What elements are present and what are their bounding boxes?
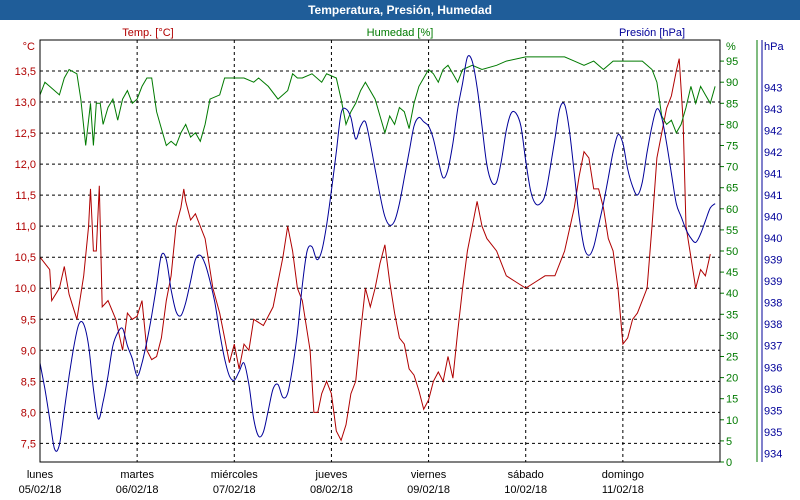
- chart-canvas: °C Temp. [°C] Humedad [%] Presión [hPa] …: [15, 27, 785, 496]
- humidity-tick-label: 20: [726, 373, 738, 385]
- x-tick-date: 11/02/18: [602, 484, 644, 496]
- humidity-tick-label: 15: [726, 394, 738, 406]
- temp-tick-label: 9,5: [21, 314, 36, 326]
- humidity-unit-label: %: [726, 41, 736, 53]
- pressure-tick-label: 942: [764, 147, 782, 159]
- humidity-tick-label: 75: [726, 141, 738, 153]
- humidity-tick-label: 10: [726, 415, 738, 427]
- x-tick-date: 07/02/18: [213, 484, 256, 496]
- humidity-tick-label: 95: [726, 56, 738, 68]
- humidity-line: [39, 56, 716, 147]
- pressure-line: [39, 55, 716, 452]
- humidity-tick-label: 30: [726, 330, 738, 342]
- pressure-tick-label: 937: [764, 341, 782, 353]
- humidity-tick-label: 65: [726, 183, 738, 195]
- temp-tick-label: 10,5: [15, 252, 36, 264]
- x-tick-date: 08/02/18: [310, 484, 353, 496]
- pressure-tick-label: 941: [764, 168, 782, 180]
- pressure-tick-label: 936: [764, 362, 782, 374]
- humidity-tick-label: 80: [726, 119, 738, 131]
- temp-tick-label: 9,0: [21, 345, 36, 357]
- temp-tick-label: 10,0: [15, 283, 36, 295]
- pressure-tick-label: 942: [764, 125, 782, 137]
- temperature-line: [39, 58, 711, 442]
- humidity-tick-label: 45: [726, 267, 738, 279]
- x-tick-date: 09/02/18: [407, 484, 450, 496]
- humidity-tick-label: 60: [726, 204, 738, 216]
- humidity-tick-label: 55: [726, 225, 738, 237]
- temp-tick-label: 7,5: [21, 438, 36, 450]
- pressure-tick-label: 939: [764, 276, 782, 288]
- pressure-tick-label: 943: [764, 104, 782, 116]
- temp-tick-label: 13,5: [15, 66, 36, 78]
- humidity-tick-label: 35: [726, 309, 738, 321]
- temp-tick-label: 8,0: [21, 407, 36, 419]
- pressure-axis-label: Presión [hPa]: [619, 27, 685, 39]
- humidity-axis-label: Humedad [%]: [367, 27, 434, 39]
- x-tick-day: sábado: [508, 469, 544, 481]
- temp-tick-label: 11,5: [15, 190, 36, 202]
- pressure-unit-label: hPa: [764, 41, 784, 53]
- pressure-tick-label: 934: [764, 448, 782, 460]
- temp-tick-label: 12,5: [15, 128, 36, 140]
- x-tick-date: 06/02/18: [116, 484, 159, 496]
- humidity-tick-label: 90: [726, 77, 738, 89]
- x-tick-day: domingo: [602, 469, 644, 481]
- chart-title: Temperatura, Presión, Humedad: [0, 0, 800, 20]
- temp-tick-label: 12,0: [15, 159, 36, 171]
- tick-labels: 7,5 8,0 8,5 9,0 9,5 10,0 10,5 11,0 11,5 12,0 12,5 1…: [15, 40, 782, 496]
- humidity-tick-label: 5: [726, 436, 732, 448]
- pressure-tick-label: 940: [764, 212, 782, 224]
- pressure-tick-label: 941: [764, 190, 782, 202]
- x-tick-day: lunes: [27, 469, 54, 481]
- temp-unit-label: °C: [23, 41, 35, 53]
- temp-tick-label: 8,5: [21, 376, 36, 388]
- temp-tick-label: 11,0: [15, 221, 36, 233]
- pressure-tick-label: 935: [764, 405, 782, 417]
- plot-frame: [39, 39, 721, 463]
- temp-tick-label: 13,0: [15, 97, 36, 109]
- x-tick-date: 10/02/18: [504, 484, 547, 496]
- humidity-tick-label: 70: [726, 162, 738, 174]
- temp-axis-label: Temp. [°C]: [122, 27, 173, 39]
- pressure-tick-label: 939: [764, 255, 782, 267]
- x-tick-day: martes: [120, 469, 154, 481]
- pressure-tick-label: 935: [764, 427, 782, 439]
- pressure-tick-label: 940: [764, 233, 782, 245]
- grid: [40, 40, 720, 462]
- humidity-tick-label: 85: [726, 98, 738, 110]
- humidity-tick-label: 50: [726, 246, 738, 258]
- pressure-tick-label: 938: [764, 319, 782, 331]
- humidity-tick-label: 0: [726, 457, 732, 469]
- axis-labels: °C Temp. [°C] Humedad [%] Presión [hPa] …: [23, 27, 785, 53]
- humidity-tick-label: 25: [726, 352, 738, 364]
- pressure-tick-label: 938: [764, 298, 782, 310]
- pressure-tick-label: 936: [764, 384, 782, 396]
- humidity-tick-label: 40: [726, 288, 738, 300]
- x-tick-day: jueves: [315, 469, 348, 481]
- series-lines: [39, 55, 716, 452]
- x-tick-day: miércoles: [211, 469, 259, 481]
- x-tick-date: 05/02/18: [19, 484, 62, 496]
- pressure-tick-label: 943: [764, 82, 782, 94]
- x-tick-day: viernes: [411, 469, 447, 481]
